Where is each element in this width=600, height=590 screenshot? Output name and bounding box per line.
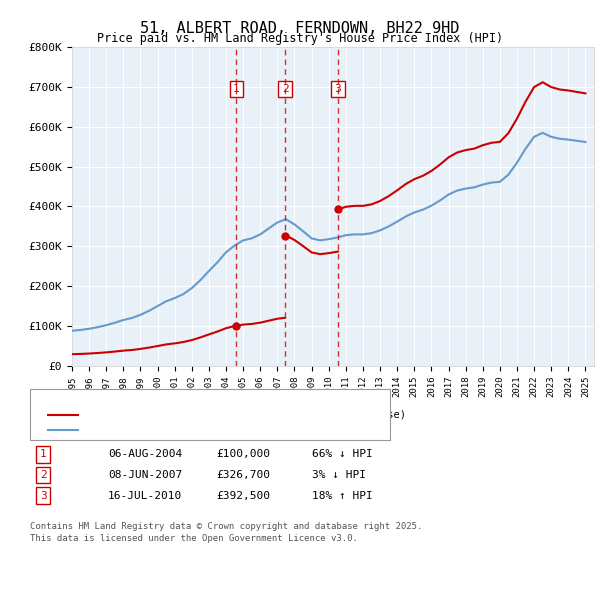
Text: HPI: Average price, detached house, Dorset: HPI: Average price, detached house, Dors… bbox=[81, 425, 343, 434]
Text: 1: 1 bbox=[233, 84, 239, 94]
Text: £326,700: £326,700 bbox=[216, 470, 270, 480]
Text: 1: 1 bbox=[40, 450, 47, 459]
Text: £392,500: £392,500 bbox=[216, 491, 270, 500]
Text: 3: 3 bbox=[40, 491, 47, 500]
Text: 3% ↓ HPI: 3% ↓ HPI bbox=[312, 470, 366, 480]
Text: 2: 2 bbox=[40, 470, 47, 480]
Text: 08-JUN-2007: 08-JUN-2007 bbox=[108, 470, 182, 480]
Text: 2: 2 bbox=[282, 84, 289, 94]
Text: 06-AUG-2004: 06-AUG-2004 bbox=[108, 450, 182, 459]
Text: Contains HM Land Registry data © Crown copyright and database right 2025.: Contains HM Land Registry data © Crown c… bbox=[30, 522, 422, 531]
Text: 51, ALBERT ROAD, FERNDOWN, BH22 9HD (detached house): 51, ALBERT ROAD, FERNDOWN, BH22 9HD (det… bbox=[81, 410, 406, 419]
Text: £100,000: £100,000 bbox=[216, 450, 270, 459]
Text: 3: 3 bbox=[335, 84, 341, 94]
Text: 66% ↓ HPI: 66% ↓ HPI bbox=[312, 450, 373, 459]
Text: Price paid vs. HM Land Registry's House Price Index (HPI): Price paid vs. HM Land Registry's House … bbox=[97, 32, 503, 45]
Text: 16-JUL-2010: 16-JUL-2010 bbox=[108, 491, 182, 500]
Text: This data is licensed under the Open Government Licence v3.0.: This data is licensed under the Open Gov… bbox=[30, 534, 358, 543]
Text: 51, ALBERT ROAD, FERNDOWN, BH22 9HD: 51, ALBERT ROAD, FERNDOWN, BH22 9HD bbox=[140, 21, 460, 35]
Text: 18% ↑ HPI: 18% ↑ HPI bbox=[312, 491, 373, 500]
